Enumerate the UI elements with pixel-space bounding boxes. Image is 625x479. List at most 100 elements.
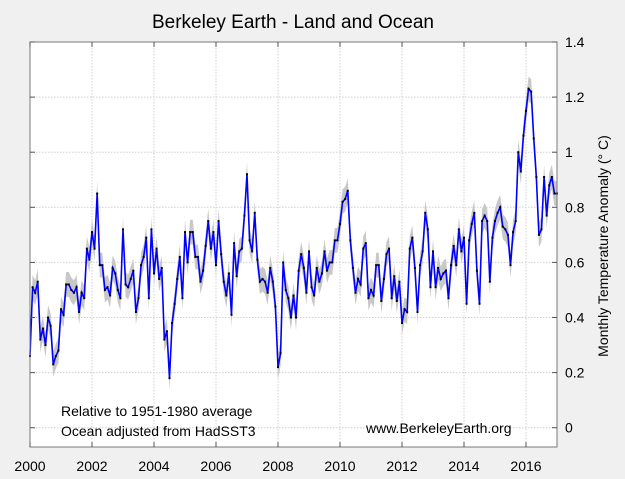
data-point (230, 313, 233, 316)
data-point (194, 255, 197, 258)
data-point (181, 297, 184, 300)
data-point (284, 288, 287, 291)
data-point (140, 264, 143, 267)
data-point (496, 211, 499, 214)
data-point (233, 242, 236, 245)
data-point (235, 275, 238, 278)
data-point (145, 236, 148, 239)
data-point (150, 228, 153, 231)
x-tick-label: 2000 (14, 458, 45, 474)
data-point (491, 236, 494, 239)
data-point (426, 228, 429, 231)
data-point (393, 275, 396, 278)
data-point (517, 151, 520, 154)
data-point (411, 236, 414, 239)
data-point (44, 344, 47, 347)
data-point (184, 231, 186, 234)
data-point (62, 313, 65, 316)
data-point (525, 109, 527, 112)
data-point (142, 255, 145, 258)
data-point (147, 297, 150, 300)
data-point (225, 294, 228, 297)
data-point (527, 87, 530, 90)
data-point (504, 228, 507, 231)
data-point (215, 264, 217, 267)
data-point (256, 258, 259, 261)
data-point (506, 233, 509, 236)
data-point (344, 198, 347, 201)
data-point (468, 239, 471, 242)
data-point (382, 277, 385, 280)
data-point (478, 302, 481, 305)
x-tick-label: 2016 (510, 458, 541, 474)
data-point (364, 242, 367, 245)
data-point (274, 305, 277, 308)
data-point (119, 297, 122, 300)
data-point (416, 311, 419, 313)
y-tick-label: 1.4 (565, 34, 585, 50)
y-tick-label: 0.6 (565, 254, 585, 270)
data-point (103, 288, 106, 291)
data-point (266, 291, 269, 294)
data-point (351, 266, 354, 269)
data-point (463, 236, 465, 239)
data-point (67, 283, 70, 286)
data-point (253, 211, 256, 214)
data-point (359, 283, 362, 286)
y-axis: 0 0.2 0.4 0.6 0.8 1 1.2 1.4 (30, 34, 585, 436)
data-point (168, 377, 171, 380)
y-tick-label: 0.2 (565, 365, 585, 381)
data-point (202, 269, 205, 272)
data-point (450, 264, 453, 267)
data-point (60, 308, 62, 311)
data-point (326, 269, 329, 272)
data-point (328, 261, 331, 264)
data-point (370, 288, 372, 291)
data-point (398, 280, 401, 283)
data-point (460, 250, 463, 253)
annotation-website: www.BerkeleyEarth.org (365, 420, 512, 436)
data-point (261, 277, 264, 280)
data-point (514, 220, 517, 223)
data-point (323, 250, 326, 253)
data-point (75, 286, 78, 289)
data-point (171, 322, 174, 325)
data-point (243, 214, 246, 217)
data-point (406, 311, 409, 313)
data-point (88, 258, 91, 261)
y-tick-label: 0 (565, 420, 573, 436)
plot-frame (29, 41, 558, 448)
x-axis: 2000 2002 2004 2006 2008 2010 2012 2014 2016 (14, 42, 542, 474)
data-point (85, 247, 88, 250)
data-point (475, 269, 478, 272)
data-point (375, 264, 378, 267)
data-point (160, 266, 163, 269)
data-point (271, 280, 274, 283)
data-point (421, 250, 424, 253)
data-point (279, 352, 282, 355)
data-point (134, 311, 137, 313)
data-point (93, 247, 96, 250)
data-point (269, 266, 272, 269)
data-point (217, 220, 220, 223)
data-point (199, 280, 202, 283)
data-point (54, 355, 57, 358)
data-point (153, 272, 155, 275)
x-tick-label: 2004 (138, 458, 169, 474)
data-point (548, 184, 551, 187)
data-point (372, 294, 375, 297)
data-point (155, 247, 158, 250)
data-point (176, 277, 179, 280)
data-point (212, 231, 215, 234)
data-point (289, 316, 292, 319)
data-point (424, 211, 427, 214)
data-point (349, 239, 352, 242)
data-point (222, 280, 225, 283)
data-point (191, 231, 194, 234)
data-point (313, 294, 316, 297)
data-point (540, 228, 543, 231)
data-point (537, 233, 540, 236)
data-point (57, 349, 60, 352)
data-point (264, 280, 267, 283)
data-point (91, 231, 93, 234)
